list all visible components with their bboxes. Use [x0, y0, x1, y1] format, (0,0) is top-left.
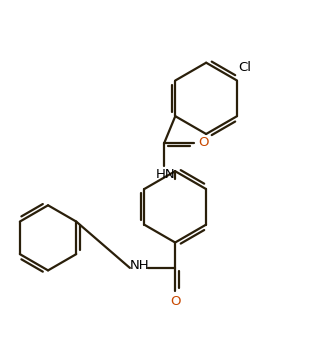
Text: HN: HN: [156, 168, 176, 181]
Text: NH: NH: [129, 259, 149, 272]
Text: O: O: [198, 136, 209, 149]
Text: Cl: Cl: [238, 61, 251, 74]
Text: O: O: [170, 295, 180, 308]
